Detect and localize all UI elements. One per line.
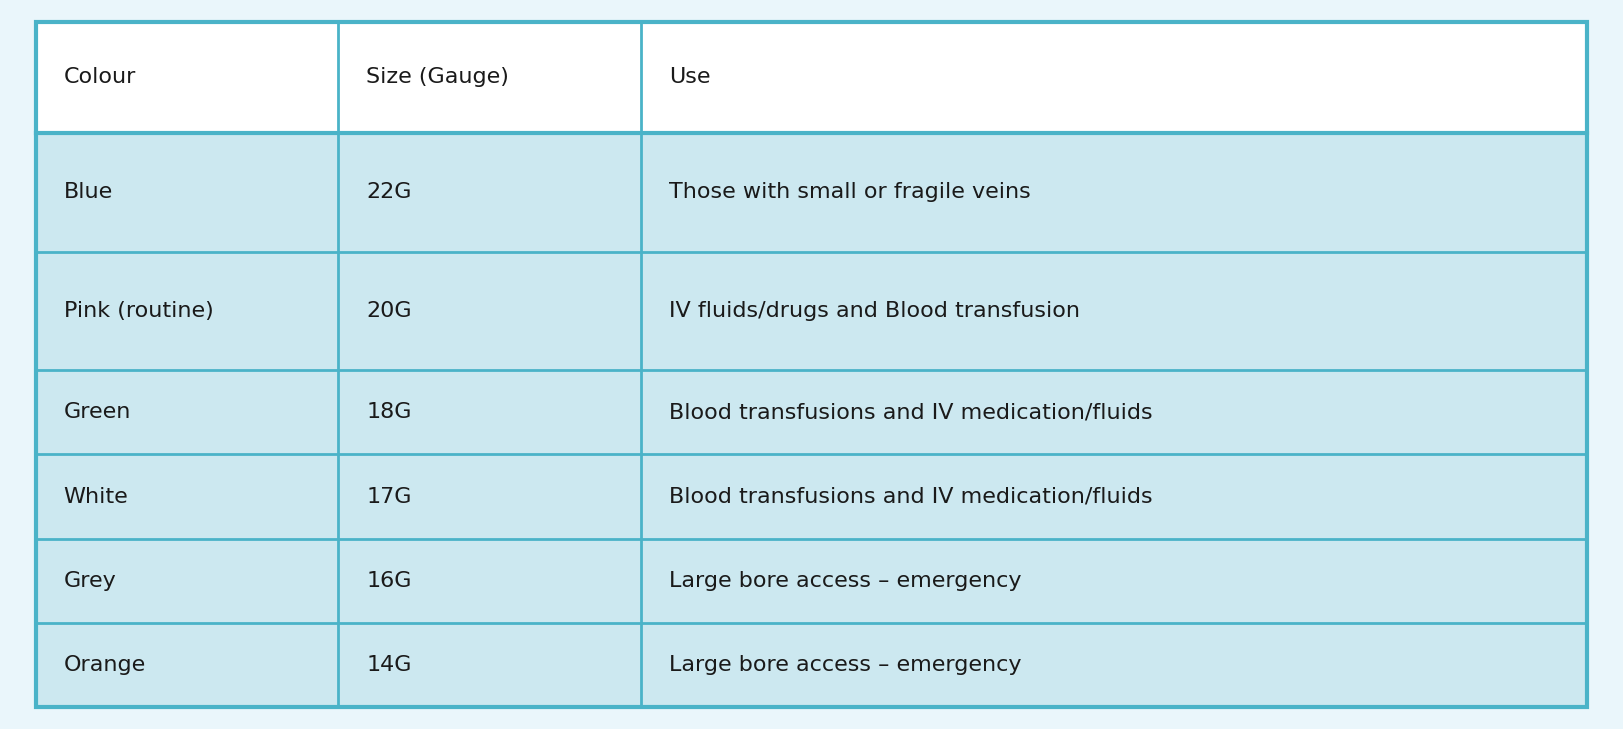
Text: Large bore access – emergency: Large bore access – emergency (669, 655, 1021, 675)
Bar (338, 133, 641, 252)
Bar (36, 454, 338, 539)
Bar (641, 623, 1587, 707)
Text: IV fluids/drugs and Blood transfusion: IV fluids/drugs and Blood transfusion (669, 301, 1079, 321)
Text: 16G: 16G (367, 571, 412, 590)
Bar (338, 623, 641, 707)
Bar (338, 22, 641, 133)
Bar (641, 454, 1587, 539)
Text: Large bore access – emergency: Large bore access – emergency (669, 571, 1021, 590)
Bar (36, 252, 338, 370)
Bar (36, 133, 338, 252)
Text: Blood transfusions and IV medication/fluids: Blood transfusions and IV medication/flu… (669, 402, 1152, 422)
Text: Those with small or fragile veins: Those with small or fragile veins (669, 182, 1031, 202)
Text: 22G: 22G (367, 182, 412, 202)
Text: 18G: 18G (367, 402, 412, 422)
Bar (641, 133, 1587, 252)
Bar (338, 454, 641, 539)
Bar (641, 252, 1587, 370)
Text: White: White (63, 486, 128, 507)
Text: Pink (routine): Pink (routine) (63, 301, 213, 321)
Text: Blood transfusions and IV medication/fluids: Blood transfusions and IV medication/flu… (669, 486, 1152, 507)
Text: 14G: 14G (367, 655, 412, 675)
Bar (641, 22, 1587, 133)
Bar (338, 539, 641, 623)
Bar (338, 370, 641, 454)
Bar (36, 22, 338, 133)
Bar (338, 252, 641, 370)
Text: Colour: Colour (63, 67, 136, 87)
Text: Blue: Blue (63, 182, 114, 202)
Bar (641, 370, 1587, 454)
Bar (36, 370, 338, 454)
Bar (36, 539, 338, 623)
Text: Green: Green (63, 402, 131, 422)
Bar (36, 623, 338, 707)
Text: Grey: Grey (63, 571, 117, 590)
Text: 17G: 17G (367, 486, 412, 507)
Text: 20G: 20G (367, 301, 412, 321)
Text: Use: Use (669, 67, 711, 87)
Bar (641, 539, 1587, 623)
Text: Orange: Orange (63, 655, 146, 675)
Text: Size (Gauge): Size (Gauge) (367, 67, 510, 87)
